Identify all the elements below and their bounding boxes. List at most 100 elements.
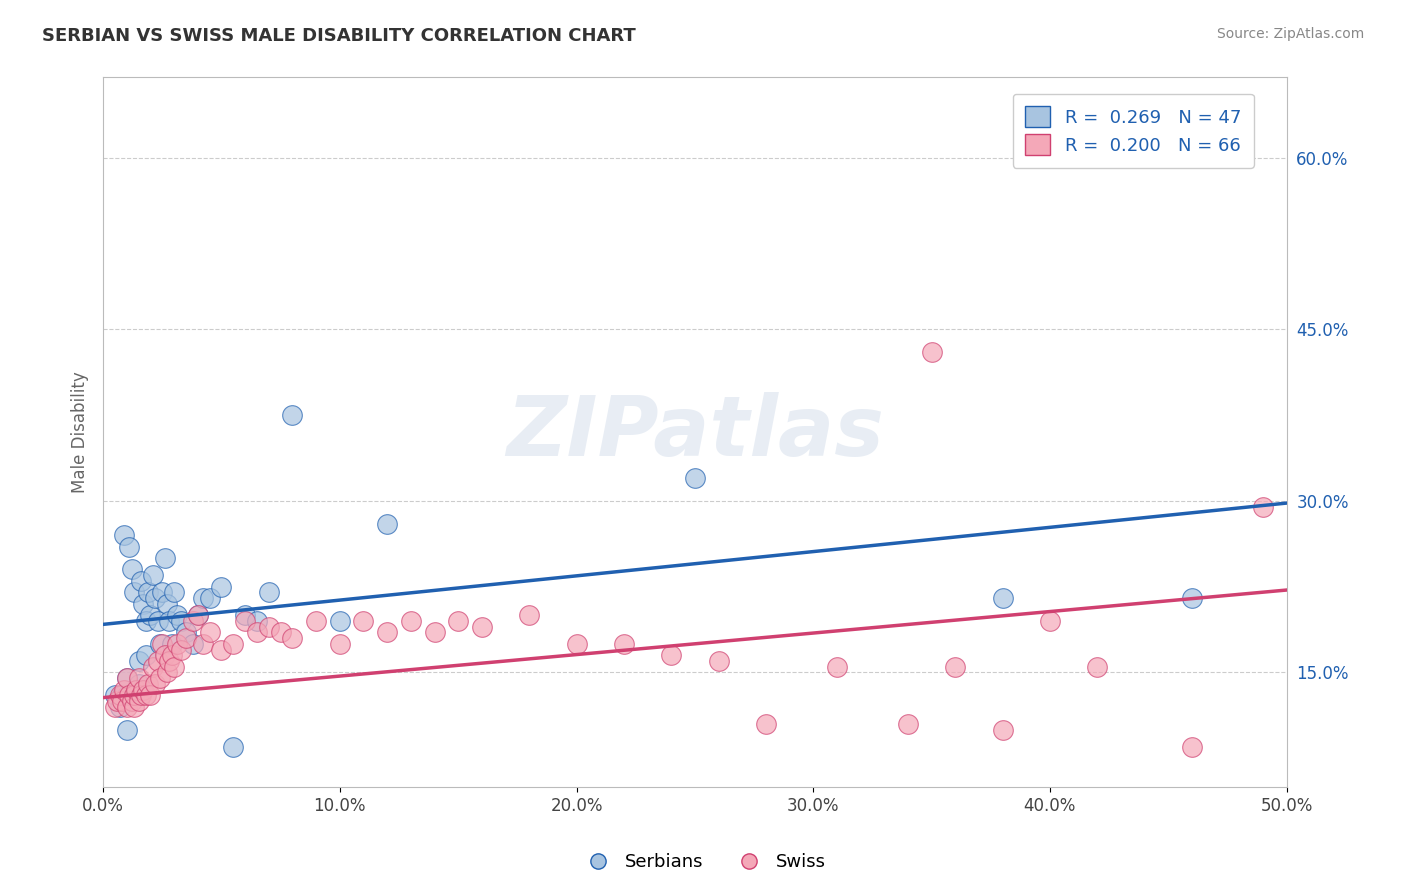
Point	[115, 671, 138, 685]
Point	[111, 688, 134, 702]
Point	[233, 614, 256, 628]
Point	[118, 688, 141, 702]
Point	[139, 688, 162, 702]
Point	[375, 625, 398, 640]
Point	[115, 671, 138, 685]
Point	[122, 699, 145, 714]
Point	[139, 608, 162, 623]
Point	[143, 591, 166, 605]
Point	[135, 614, 157, 628]
Point	[683, 471, 706, 485]
Point	[375, 516, 398, 531]
Point	[166, 637, 188, 651]
Point	[191, 591, 214, 605]
Point	[170, 614, 193, 628]
Point	[149, 637, 172, 651]
Point	[1039, 614, 1062, 628]
Point	[156, 597, 179, 611]
Point	[153, 648, 176, 663]
Point	[1181, 591, 1204, 605]
Legend: R =  0.269   N = 47, R =  0.200   N = 66: R = 0.269 N = 47, R = 0.200 N = 66	[1012, 94, 1254, 168]
Text: ZIPatlas: ZIPatlas	[506, 392, 884, 473]
Point	[160, 648, 183, 663]
Point	[129, 688, 152, 702]
Point	[174, 631, 197, 645]
Point	[897, 717, 920, 731]
Point	[115, 688, 138, 702]
Text: Source: ZipAtlas.com: Source: ZipAtlas.com	[1216, 27, 1364, 41]
Point	[149, 671, 172, 685]
Point	[121, 694, 143, 708]
Point	[111, 694, 134, 708]
Point	[305, 614, 328, 628]
Point	[135, 648, 157, 663]
Point	[423, 625, 446, 640]
Point	[136, 677, 159, 691]
Point	[108, 688, 131, 702]
Y-axis label: Male Disability: Male Disability	[72, 371, 89, 493]
Point	[146, 614, 169, 628]
Point	[447, 614, 470, 628]
Point	[121, 562, 143, 576]
Point	[329, 637, 352, 651]
Point	[142, 659, 165, 673]
Point	[157, 654, 180, 668]
Point	[198, 625, 221, 640]
Point	[104, 699, 127, 714]
Point	[281, 631, 304, 645]
Point	[122, 688, 145, 702]
Point	[755, 717, 778, 731]
Point	[198, 591, 221, 605]
Legend: Serbians, Swiss: Serbians, Swiss	[572, 847, 834, 879]
Point	[565, 637, 588, 651]
Point	[136, 585, 159, 599]
Point	[1085, 659, 1108, 673]
Point	[281, 408, 304, 422]
Point	[233, 608, 256, 623]
Point	[174, 625, 197, 640]
Point	[105, 694, 128, 708]
Point	[921, 345, 943, 359]
Point	[517, 608, 540, 623]
Point	[108, 699, 131, 714]
Point	[222, 739, 245, 754]
Point	[187, 608, 209, 623]
Text: SERBIAN VS SWISS MALE DISABILITY CORRELATION CHART: SERBIAN VS SWISS MALE DISABILITY CORRELA…	[42, 27, 636, 45]
Point	[1181, 739, 1204, 754]
Point	[114, 528, 136, 542]
Point	[129, 574, 152, 588]
Point	[825, 659, 848, 673]
Point	[187, 608, 209, 623]
Point	[246, 625, 269, 640]
Point	[104, 688, 127, 702]
Point	[211, 580, 233, 594]
Point	[115, 723, 138, 737]
Point	[128, 677, 150, 691]
Point	[125, 682, 148, 697]
Point	[132, 682, 155, 697]
Point	[613, 637, 636, 651]
Point	[353, 614, 375, 628]
Point	[1251, 500, 1274, 514]
Point	[157, 614, 180, 628]
Point	[143, 677, 166, 691]
Point	[471, 620, 494, 634]
Point	[146, 654, 169, 668]
Point	[150, 637, 173, 651]
Point	[246, 614, 269, 628]
Point	[211, 642, 233, 657]
Point	[150, 585, 173, 599]
Point	[135, 688, 157, 702]
Point	[128, 694, 150, 708]
Point	[399, 614, 422, 628]
Point	[329, 614, 352, 628]
Point	[257, 620, 280, 634]
Point	[659, 648, 682, 663]
Point	[257, 585, 280, 599]
Point	[991, 723, 1014, 737]
Point	[170, 642, 193, 657]
Point	[142, 568, 165, 582]
Point	[160, 637, 183, 651]
Point	[122, 585, 145, 599]
Point	[222, 637, 245, 651]
